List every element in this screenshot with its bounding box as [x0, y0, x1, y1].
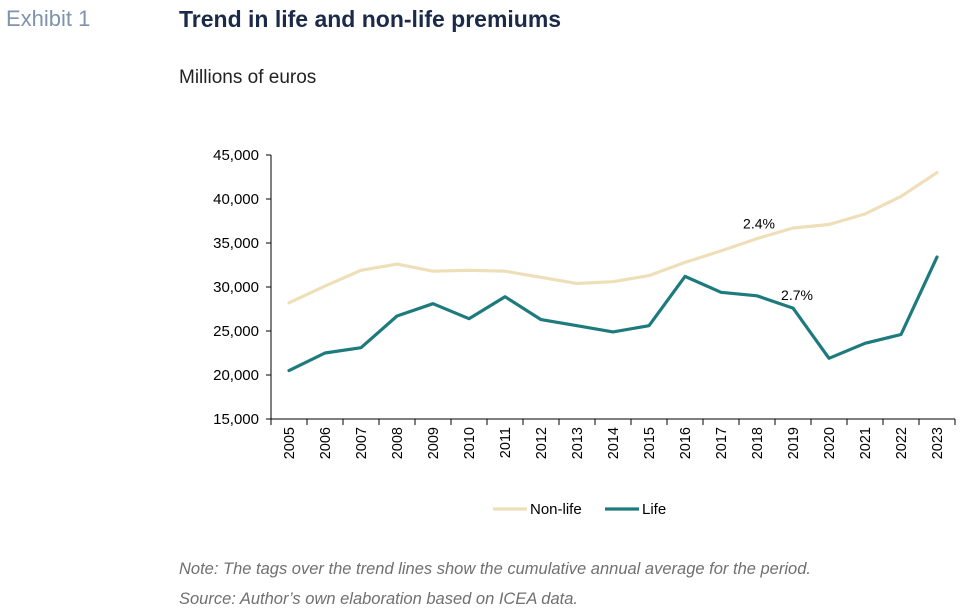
x-tick-label: 2014 — [606, 427, 622, 459]
x-tick-label: 2012 — [534, 427, 550, 459]
x-tick-label: 2022 — [894, 427, 910, 459]
legend-label: Non-life — [530, 501, 582, 518]
x-tick-label: 2007 — [354, 427, 370, 459]
x-tick-label: 2013 — [570, 427, 586, 459]
x-tick-label: 2010 — [462, 427, 478, 459]
y-tick-label: 25,000 — [213, 323, 259, 340]
chart-note: Note: The tags over the trend lines show… — [179, 560, 811, 578]
x-tick-label: 2006 — [318, 427, 334, 459]
y-tick-label: 15,000 — [213, 411, 259, 428]
x-tick-label: 2017 — [714, 427, 730, 459]
series-line-life — [287, 255, 939, 373]
exhibit-label: Exhibit 1 — [6, 6, 91, 31]
y-tick-label: 30,000 — [213, 279, 259, 296]
chart-source: Source: Author’s own elaboration based o… — [179, 590, 579, 608]
x-tick-label: 2018 — [750, 427, 766, 459]
x-tick-label: 2011 — [498, 427, 514, 458]
x-tick-label: 2019 — [786, 427, 802, 459]
y-tick-label: 20,000 — [213, 367, 259, 384]
y-tick-label: 40,000 — [213, 191, 259, 208]
x-tick-label: 2008 — [390, 427, 406, 459]
x-tick-label: 2015 — [642, 427, 658, 459]
trend-annotation: 2.4% — [743, 216, 775, 232]
x-tick-label: 2023 — [930, 427, 946, 459]
x-tick-label: 2005 — [282, 427, 298, 459]
y-tick-label: 45,000 — [213, 147, 259, 164]
chart-subtitle: Millions of euros — [179, 67, 317, 88]
chart-title: Trend in life and non-life premiums — [179, 6, 562, 32]
y-tick-label: 35,000 — [213, 235, 259, 252]
series-line-non-life — [287, 171, 939, 305]
x-tick-label: 2016 — [678, 427, 694, 459]
legend-label: Life — [642, 501, 666, 518]
x-tick-label: 2009 — [426, 427, 442, 459]
trend-annotation: 2.7% — [781, 287, 813, 303]
x-tick-label: 2021 — [858, 427, 874, 459]
x-tick-label: 2020 — [822, 427, 838, 459]
